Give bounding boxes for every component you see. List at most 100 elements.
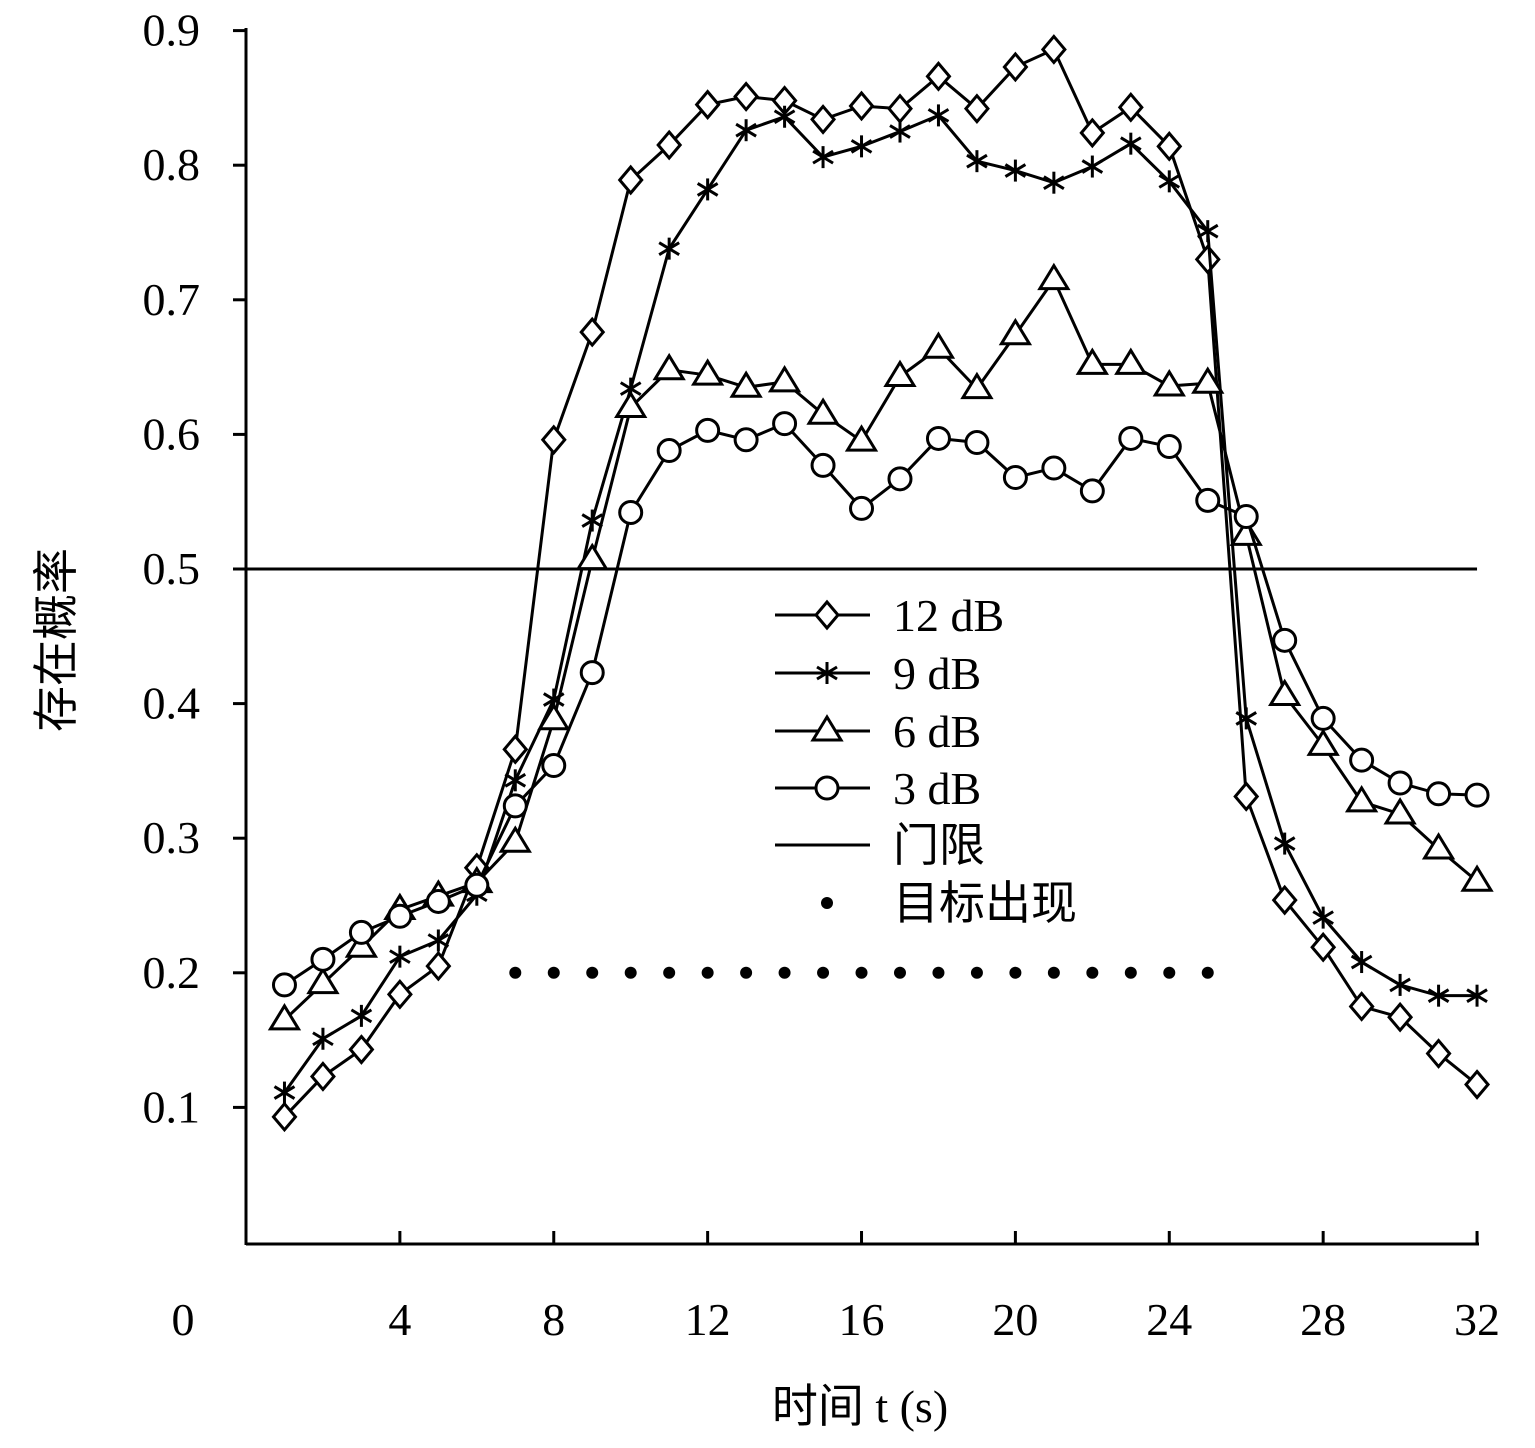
circle-marker <box>1310 705 1336 731</box>
diamond-marker <box>348 1034 375 1065</box>
triangle-marker <box>810 714 844 742</box>
diamond-marker <box>1002 51 1029 83</box>
target-dot <box>893 966 906 979</box>
circle-marker <box>1118 425 1144 451</box>
star-stroke <box>350 1008 373 1024</box>
diamond-marker <box>848 90 875 122</box>
diamond-marker <box>1117 91 1144 123</box>
diamond-marker <box>1464 1069 1491 1100</box>
diamond-marker <box>540 424 567 456</box>
circle-marker <box>271 972 297 998</box>
circle-marker <box>849 495 875 521</box>
diamond-marker <box>694 89 721 120</box>
diamond-marker <box>579 316 606 348</box>
y-axis-label: 存在概率 <box>31 548 82 732</box>
circle-marker <box>425 888 451 914</box>
circle-marker <box>656 438 682 464</box>
target-dot <box>509 966 522 979</box>
star-marker <box>1196 220 1219 243</box>
target-dot <box>624 966 637 979</box>
star-marker <box>1350 951 1373 974</box>
circle-marker <box>310 946 336 972</box>
star-stroke <box>1120 136 1142 151</box>
target-dot <box>1009 966 1022 979</box>
star-stroke <box>850 139 873 154</box>
star-marker <box>273 1081 296 1104</box>
star-marker <box>1120 132 1142 155</box>
diamond-marker <box>1233 781 1260 812</box>
diamond-marker <box>1425 1038 1452 1069</box>
star-marker <box>1081 155 1104 178</box>
triangle-marker <box>575 542 609 571</box>
triangle-marker <box>690 358 725 386</box>
diamond-marker <box>1040 34 1067 65</box>
star-marker <box>1043 171 1065 194</box>
target-dot <box>547 966 560 979</box>
star-marker <box>1427 984 1450 1007</box>
x-tick-label: 20 <box>992 1294 1038 1345</box>
y-tick-label: 0.5 <box>143 543 201 594</box>
star-stroke <box>389 949 411 964</box>
star-stroke <box>1043 175 1065 190</box>
triangle-marker <box>1268 678 1302 707</box>
diamond-marker <box>502 734 529 765</box>
triangle-marker <box>960 371 994 400</box>
star-stroke <box>1466 988 1488 1003</box>
star-marker <box>696 178 719 201</box>
star-stroke <box>889 124 911 139</box>
star-stroke <box>966 153 988 169</box>
y-tick-label: 0.9 <box>143 5 201 56</box>
triangle-marker <box>1075 347 1110 375</box>
circle-marker <box>1195 487 1221 513</box>
x-tick-label: 12 <box>685 1294 731 1345</box>
diamond-marker <box>1156 131 1183 162</box>
star-marker <box>1004 159 1027 182</box>
circle-marker <box>810 452 836 478</box>
star-marker <box>1273 832 1296 855</box>
y-tick-label: 0.3 <box>143 812 201 863</box>
legend-label: 12 dB <box>893 590 1004 641</box>
triangle-marker <box>537 702 571 731</box>
target-dot <box>740 966 753 979</box>
x-tick-label: 28 <box>1300 1294 1346 1345</box>
y-tick-label: 0.4 <box>143 678 201 729</box>
star-stroke <box>773 109 796 125</box>
legend-label: 3 dB <box>893 763 981 814</box>
diamond-marker <box>1387 1001 1414 1033</box>
star-stroke <box>1273 836 1296 851</box>
y-tick-label: 0.6 <box>143 408 201 459</box>
target-dot <box>1047 966 1060 979</box>
star-stroke <box>1158 174 1181 189</box>
series-line <box>283 47 1478 1118</box>
star-marker <box>812 146 834 169</box>
triangle-marker <box>844 424 879 452</box>
target-dot <box>1201 966 1214 979</box>
triangle-marker <box>1152 369 1186 397</box>
diamond-marker <box>1348 991 1375 1022</box>
legend-label: 门限 <box>893 820 985 871</box>
triangle-marker <box>1344 784 1379 813</box>
target-dot <box>778 966 791 979</box>
star-marker <box>389 945 411 968</box>
star-marker <box>966 150 988 173</box>
target-dot <box>817 966 830 979</box>
star-stroke <box>735 122 757 138</box>
series-line <box>283 421 1478 987</box>
star-marker <box>889 120 911 143</box>
star-stroke <box>1196 223 1219 239</box>
triangle-marker <box>729 370 763 398</box>
star-stroke <box>427 933 450 948</box>
diamond-marker <box>656 129 683 161</box>
star-marker <box>773 105 796 128</box>
diamond-marker <box>810 104 837 135</box>
target-dot <box>1163 966 1176 979</box>
x-axis-label: 时间 t (s) <box>772 1381 948 1432</box>
diamond-marker <box>1271 884 1298 916</box>
triangle-marker <box>1306 728 1340 756</box>
star-marker <box>350 1004 373 1027</box>
series-9-dB <box>273 104 1488 1104</box>
star-marker <box>1312 906 1334 929</box>
target-dot <box>1124 966 1137 979</box>
